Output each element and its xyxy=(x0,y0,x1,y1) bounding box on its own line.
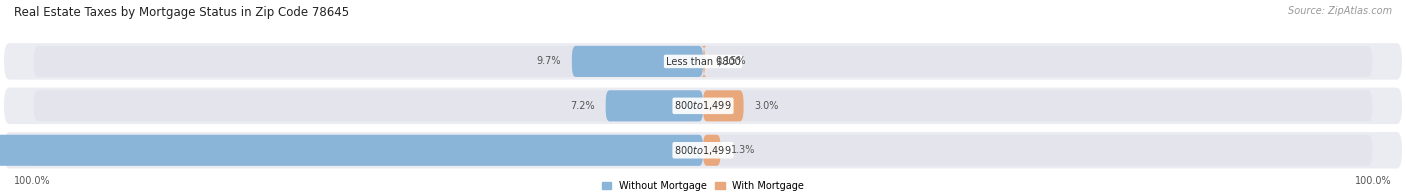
Legend: Without Mortgage, With Mortgage: Without Mortgage, With Mortgage xyxy=(602,181,804,191)
FancyBboxPatch shape xyxy=(4,43,1402,80)
FancyBboxPatch shape xyxy=(702,46,707,77)
Text: Real Estate Taxes by Mortgage Status in Zip Code 78645: Real Estate Taxes by Mortgage Status in … xyxy=(14,6,349,19)
FancyBboxPatch shape xyxy=(606,90,703,121)
Text: 3.0%: 3.0% xyxy=(755,101,779,111)
Text: 1.3%: 1.3% xyxy=(731,145,756,155)
Text: 0.15%: 0.15% xyxy=(716,56,747,66)
FancyBboxPatch shape xyxy=(34,135,1372,166)
Text: $800 to $1,499: $800 to $1,499 xyxy=(675,144,731,157)
FancyBboxPatch shape xyxy=(703,90,744,121)
Text: Less than $800: Less than $800 xyxy=(665,56,741,66)
Text: 100.0%: 100.0% xyxy=(1355,176,1392,186)
FancyBboxPatch shape xyxy=(4,88,1402,124)
FancyBboxPatch shape xyxy=(4,132,1402,169)
Text: 7.2%: 7.2% xyxy=(571,101,595,111)
FancyBboxPatch shape xyxy=(703,135,721,166)
FancyBboxPatch shape xyxy=(0,135,703,166)
Text: 9.7%: 9.7% xyxy=(537,56,561,66)
FancyBboxPatch shape xyxy=(34,46,1372,77)
Text: Source: ZipAtlas.com: Source: ZipAtlas.com xyxy=(1288,6,1392,16)
FancyBboxPatch shape xyxy=(572,46,703,77)
Text: 100.0%: 100.0% xyxy=(14,176,51,186)
FancyBboxPatch shape xyxy=(34,90,1372,121)
Text: $800 to $1,499: $800 to $1,499 xyxy=(675,99,731,112)
